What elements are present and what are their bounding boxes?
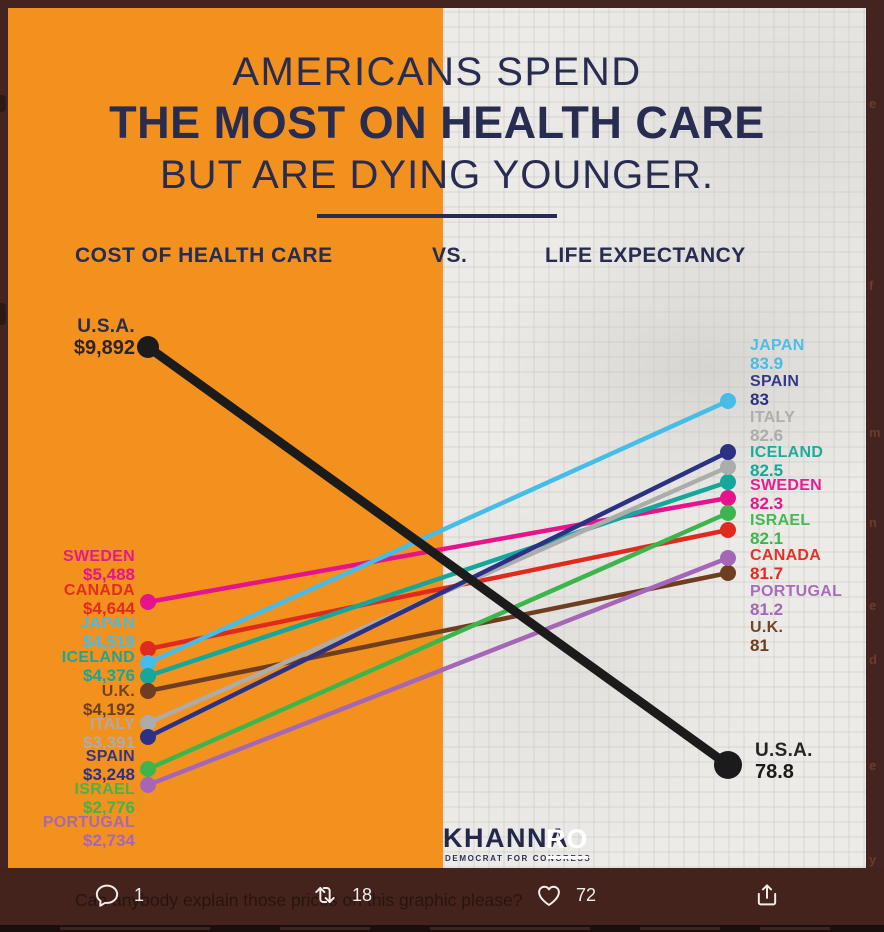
dimmed-edge-text: y (869, 852, 877, 867)
left-column-header: COST OF HEALTH CARE (75, 244, 333, 267)
title-line-1: AMERICANS SPEND (232, 50, 642, 94)
life-label-spain: SPAIN 83 (750, 373, 800, 409)
brand-name-part1: RO (545, 824, 589, 859)
dimmed-edge-text: e (869, 598, 877, 613)
retweet-icon (315, 887, 335, 903)
dimmed-next-tweet-strip (0, 925, 884, 932)
dimmed-edge-text: e (869, 758, 877, 773)
life-label-japan: JAPAN 83.9 (750, 337, 805, 373)
life-label-iceland: ICELAND 82.5 (750, 444, 824, 480)
cost-label-japan: JAPAN $4,519 (80, 615, 135, 651)
vs-label: VS. (432, 244, 468, 267)
infographic-title: AMERICANS SPEND THE MOST ON HEALTH CARE … (8, 48, 866, 200)
cost-label-uk: U.K. $4,192 (83, 683, 135, 719)
cost-label-iceland: ICELAND $4,376 (61, 649, 135, 685)
tweet-image-infographic[interactable]: AMERICANS SPEND THE MOST ON HEALTH CARE … (8, 8, 866, 868)
dimmed-edge-text: f (869, 278, 874, 293)
like-button[interactable]: 72 (535, 881, 596, 909)
cost-label-usa: U.S.A. $9,892 (73, 316, 135, 359)
dimmed-edge-text: n (869, 515, 877, 530)
cost-label-sweden: SWEDEN $5,488 (62, 548, 135, 584)
title-line-3: BUT ARE DYING YOUNGER. (160, 153, 714, 197)
life-label-uk: U.K. 81 (750, 619, 784, 655)
dimmed-edge-text: d (869, 652, 877, 667)
life-label-portugal: PORTUGAL 81.2 (750, 583, 843, 619)
cost-label-spain: SPAIN $3,248 (83, 748, 135, 784)
share-icon (757, 884, 777, 906)
dimmed-page-right-edge: e f m n e d e y (866, 0, 884, 868)
reply-count: 1 (134, 885, 145, 905)
reply-icon (95, 884, 119, 907)
cost-label-canada: CANADA $4,644 (63, 582, 135, 618)
cost-label-portugal: PORTUGAL $2,734 (42, 814, 135, 850)
right-column-header: LIFE EXPECTANCY (545, 244, 746, 267)
retweet-button[interactable]: 18 (311, 881, 372, 909)
title-divider (317, 214, 557, 218)
dimmed-edge-text: e (869, 96, 877, 111)
dimmed-page-fragment (0, 303, 6, 325)
cost-label-italy: ITALY $3,391 (83, 716, 135, 752)
retweet-count: 18 (352, 885, 373, 905)
dimmed-edge-text: m (869, 425, 881, 440)
brand-name-part2: KHANNA (443, 823, 569, 853)
heart-icon (538, 885, 560, 906)
like-count: 72 (576, 885, 597, 905)
cost-label-israel: ISRAEL $2,776 (74, 781, 135, 817)
life-label-sweden: SWEDEN 82.3 (750, 477, 823, 513)
reply-button[interactable]: 1 (93, 881, 144, 909)
life-label-usa: U.S.A. 78.8 (755, 740, 813, 783)
brand-tagline: DEMOCRAT FOR CONGRESS (445, 854, 592, 863)
campaign-logo: RO KHANNA DEMOCRAT FOR CONGRESS (443, 823, 592, 864)
share-button[interactable] (753, 881, 781, 909)
life-label-canada: CANADA 81.7 (750, 547, 822, 583)
life-label-israel: ISRAEL 82.1 (750, 512, 811, 548)
life-label-italy: ITALY 82.6 (750, 409, 796, 445)
tweet-action-bar: Can anybody explain those prices on this… (0, 868, 884, 925)
dimmed-page-fragment (0, 95, 6, 112)
tweet-caption-dimmed: Can anybody explain those prices on this… (75, 890, 523, 910)
title-line-2: THE MOST ON HEALTH CARE (109, 97, 765, 148)
